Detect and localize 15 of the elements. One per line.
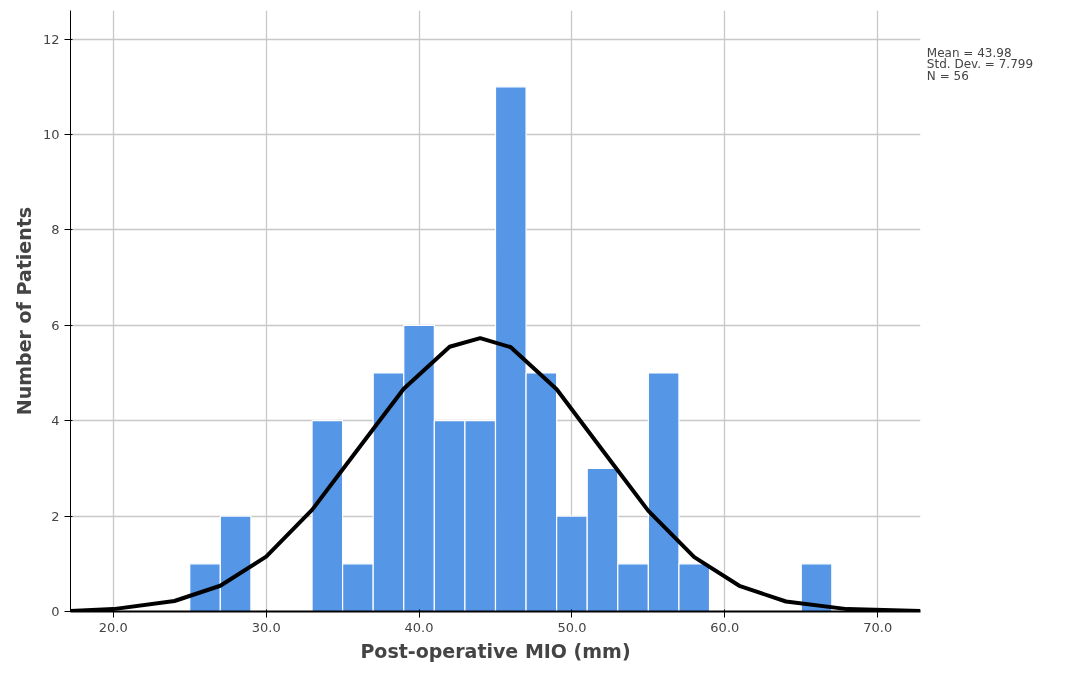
y-axis-title: Number of Patients <box>12 206 35 416</box>
x-tick-label: 30.0 <box>251 619 281 635</box>
x-tick-label: 40.0 <box>404 619 434 635</box>
x-tick-label: 60.0 <box>710 619 740 635</box>
y-tick-label: 2 <box>51 508 60 524</box>
y-tick-label: 4 <box>51 413 60 429</box>
x-axis-title: Post-operative MIO (mm) <box>360 639 631 662</box>
y-tick-label: 8 <box>51 222 60 238</box>
y-tick-label: 6 <box>51 317 60 333</box>
x-tick-label: 50.0 <box>557 619 587 635</box>
x-tick-label: 70.0 <box>863 619 893 635</box>
y-tick-label: 0 <box>51 604 60 619</box>
x-tick-label: 20.0 <box>98 619 128 635</box>
y-tick-label: 10 <box>42 127 60 143</box>
y-tick-label: 12 <box>42 31 60 47</box>
